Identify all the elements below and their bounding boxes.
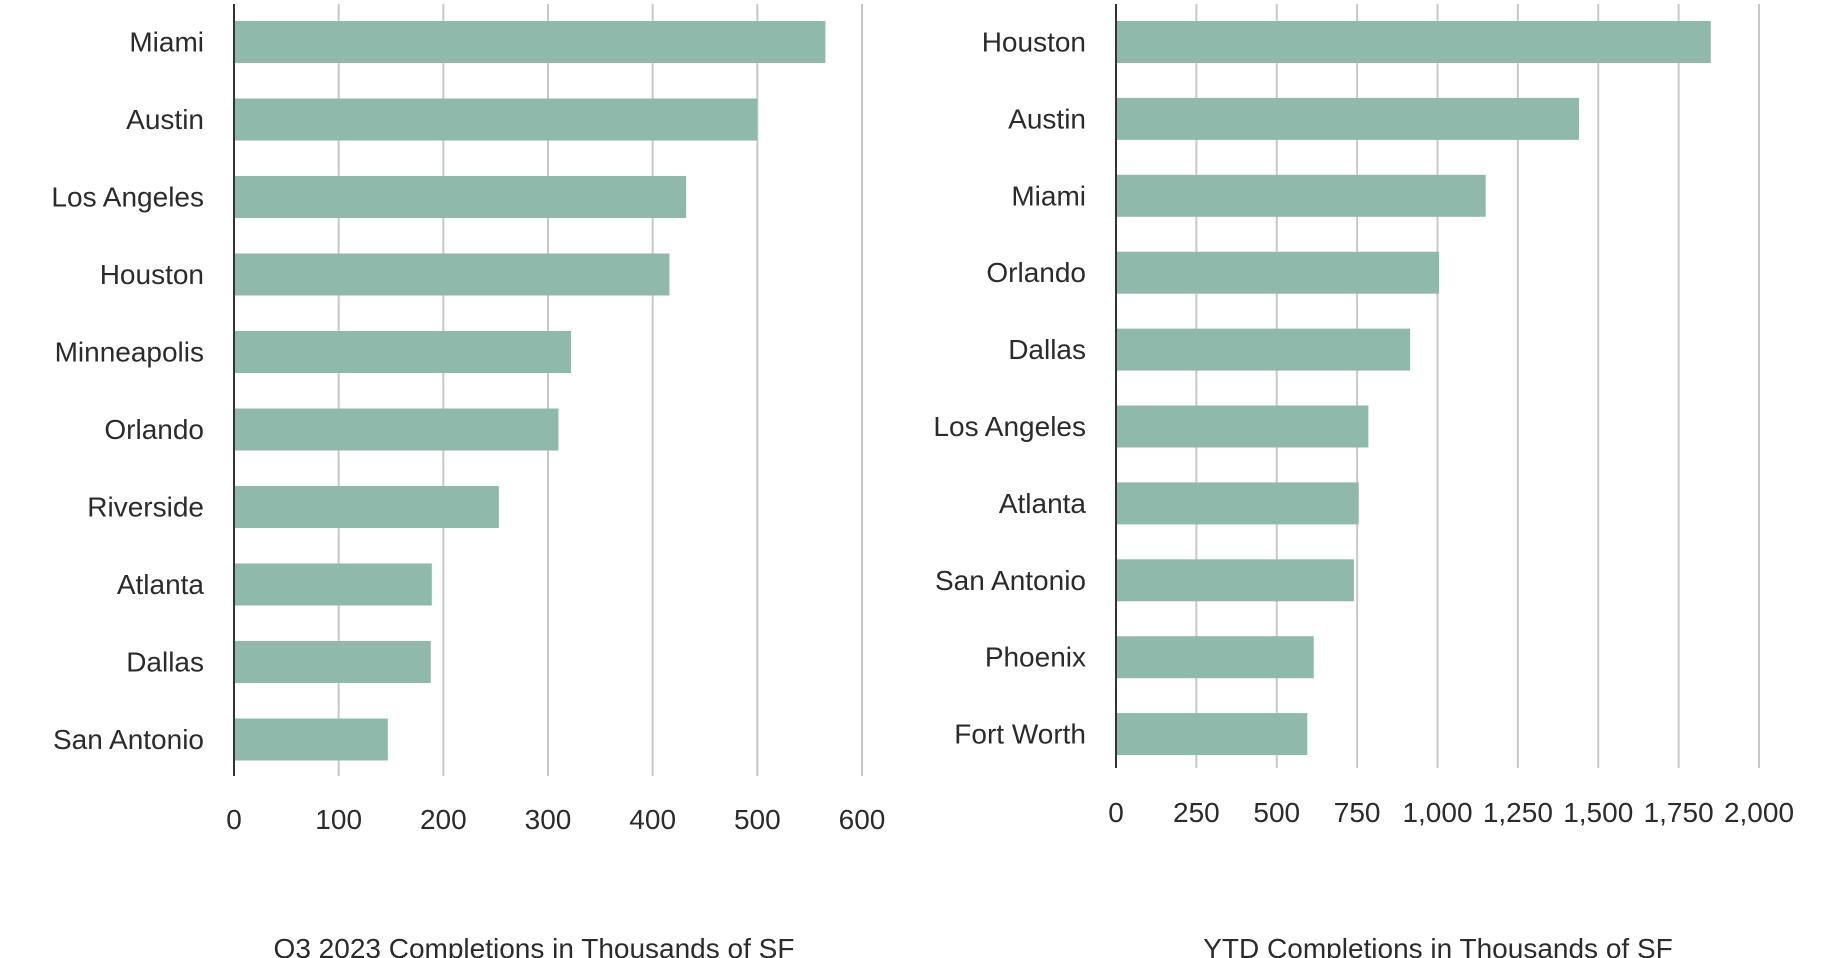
ytd-x-axis-title: YTD Completions in Thousands of SF — [1203, 933, 1672, 958]
q3-tick-label: 200 — [420, 804, 467, 835]
ytd-bar-san-antonio — [1116, 559, 1354, 602]
q3-category-label: Dallas — [126, 647, 204, 678]
q3-tick-label: 500 — [734, 804, 781, 835]
ytd-tick-label: 2,000 — [1724, 797, 1794, 828]
q3-x-axis-title: Q3 2023 Completions in Thousands of SF — [274, 933, 795, 958]
ytd-category-label: Houston — [982, 27, 1086, 58]
q3-category-label: Minneapolis — [55, 337, 204, 368]
ytd-bar-phoenix — [1116, 636, 1314, 679]
ytd-tick-label: 500 — [1253, 797, 1300, 828]
ytd-category-label: Austin — [1008, 103, 1086, 134]
ytd-bar-fort-worth — [1116, 713, 1308, 756]
ytd-category-label: Los Angeles — [933, 411, 1086, 442]
ytd-category-label: Dallas — [1008, 334, 1086, 365]
q3-tick-label: 400 — [629, 804, 676, 835]
q3-bar-minneapolis — [234, 331, 572, 373]
q3-bar-miami — [234, 21, 826, 63]
ytd-tick-label: 1,000 — [1402, 797, 1472, 828]
ytd-bar-orlando — [1116, 251, 1440, 294]
q3-tick-labels: 0 100 200 300 400 500 600 — [226, 804, 885, 835]
ytd-category-labels: Houston Austin Miami Orlando Dallas Los Angel… — [933, 27, 1086, 750]
ytd-category-label: Fort Worth — [954, 719, 1086, 750]
ytd-category-label: San Antonio — [935, 565, 1086, 596]
ytd-tick-label: 1,750 — [1644, 797, 1714, 828]
q3-bar-riverside — [234, 486, 499, 528]
q3-bar-orlando — [234, 408, 559, 451]
ytd-bar-dallas — [1116, 328, 1411, 371]
q3-category-label: San Antonio — [53, 724, 204, 755]
q3-category-labels: Miami Austin Los Angeles Houston Minneapolis… — [51, 27, 204, 756]
q3-category-label: Miami — [129, 27, 204, 58]
q3-bars — [234, 21, 826, 761]
q3-bar-los-angeles — [234, 176, 687, 218]
ytd-category-label: Atlanta — [999, 488, 1087, 519]
q3-category-label: Riverside — [87, 492, 204, 523]
ytd-bar-houston — [1116, 21, 1711, 63]
ytd-category-label: Phoenix — [985, 642, 1086, 673]
q3-tick-label: 100 — [315, 804, 362, 835]
ytd-tick-label: 750 — [1334, 797, 1381, 828]
ytd-completions-chart: Houston Austin Miami Orlando Dallas Los Angel… — [933, 4, 1794, 958]
q3-category-label: Austin — [126, 104, 204, 135]
ytd-bar-austin — [1116, 97, 1579, 140]
q3-category-label: Orlando — [104, 414, 204, 445]
q3-tick-label: 0 — [226, 804, 242, 835]
q3-category-label: Atlanta — [117, 569, 205, 600]
q3-tick-label: 300 — [525, 804, 572, 835]
q3-category-label: Los Angeles — [51, 182, 204, 213]
ytd-tick-label: 1,500 — [1563, 797, 1633, 828]
q3-bar-san-antonio — [234, 718, 388, 761]
ytd-bar-los-angeles — [1116, 405, 1369, 448]
ytd-category-label: Orlando — [986, 257, 1086, 288]
ytd-tick-labels: 0 250 500 750 1,000 1,250 1,500 1,750 2,000 — [1108, 797, 1794, 828]
q3-bar-atlanta — [234, 563, 432, 606]
ytd-bar-miami — [1116, 174, 1486, 217]
ytd-category-label: Miami — [1011, 180, 1086, 211]
q3-completions-chart: Miami Austin Los Angeles Houston Minneapolis… — [51, 4, 885, 958]
q3-bar-houston — [234, 253, 670, 296]
q3-tick-label: 600 — [839, 804, 886, 835]
q3-bar-austin — [234, 98, 758, 141]
ytd-bar-atlanta — [1116, 482, 1359, 525]
q3-bar-dallas — [234, 641, 431, 683]
ytd-bars — [1116, 21, 1711, 756]
q3-category-label: Houston — [100, 259, 204, 290]
ytd-tick-label: 1,250 — [1483, 797, 1553, 828]
ytd-tick-label: 250 — [1173, 797, 1220, 828]
ytd-tick-label: 0 — [1108, 797, 1124, 828]
